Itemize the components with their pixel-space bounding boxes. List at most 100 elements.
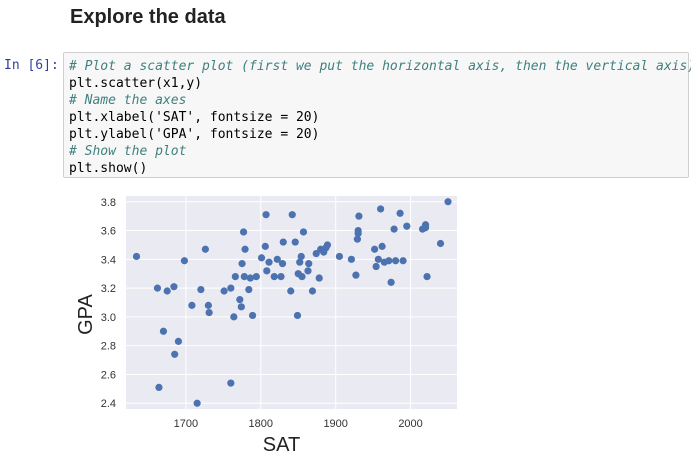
scatter-point [230, 313, 238, 321]
scatter-point [323, 241, 332, 249]
scatter-point [444, 198, 452, 206]
notebook-heading: Explore the data [70, 6, 226, 28]
scatter-point [399, 257, 407, 265]
scatter-point [371, 245, 379, 253]
scatter-point [277, 272, 285, 281]
x-tick-label: 1700 [174, 418, 198, 430]
scatter-point [261, 242, 269, 250]
x-tick-label: 1900 [323, 418, 347, 430]
code-comment-line: # Name the axes [69, 93, 187, 108]
scatter-point [245, 285, 253, 294]
y-tick-label: 3.0 [101, 312, 116, 324]
y-tick-label: 2.4 [101, 398, 116, 410]
y-tick-label: 3.6 [101, 226, 116, 238]
scatter-point [236, 296, 244, 304]
scatter-point [335, 252, 344, 261]
scatter-point [385, 257, 393, 265]
scatter-point [163, 287, 171, 295]
plot-area [126, 196, 457, 409]
scatter-point [312, 249, 320, 258]
scatter-point [174, 337, 183, 345]
scatter-point [204, 301, 212, 309]
scatter-point [220, 287, 228, 295]
code-line: plt.scatter(x1,y) [69, 76, 203, 91]
x-tick-label: 2000 [398, 418, 422, 430]
scatter-point [377, 205, 385, 213]
scatter-point [227, 284, 235, 292]
code-comment-line: # Show the plot [69, 144, 187, 159]
scatter-point [296, 258, 304, 266]
scatter-point [347, 255, 356, 263]
scatter-point [390, 225, 398, 233]
scatter-point [237, 303, 245, 311]
scatter-plot-svg: 1700 1800 1900 2000 2.4 2.6 2.8 3.0 3.2 3.4 3.6 3.8… [75, 196, 457, 456]
scatter-point [354, 226, 362, 235]
y-tick-label: 3.2 [101, 283, 116, 295]
scatter-point [270, 272, 278, 281]
scatter-point [241, 245, 249, 253]
scatter-point [238, 260, 246, 268]
scatter-point [298, 272, 306, 281]
code-line: plt.ylabel('GPA', fontsize = 20) [69, 127, 320, 142]
cell-prompt: In [6]: [4, 58, 59, 73]
scatter-point [421, 224, 430, 232]
scatter-point [374, 255, 382, 263]
y-axis-label: GPA [75, 293, 97, 334]
scatter-point [403, 222, 411, 230]
scatter-point [387, 278, 395, 286]
code-cell[interactable]: # Plot a scatter plot (first we put the … [63, 52, 691, 178]
scatter-chart: 1700 1800 1900 2000 2.4 2.6 2.8 3.0 3.2 3.4 3.6 3.8… [68, 188, 468, 456]
code-line: plt.xlabel('SAT', fontsize = 20) [69, 110, 320, 125]
scatter-point [299, 228, 308, 236]
code-comment-line: # Plot a scatter plot (first we put the … [69, 59, 691, 74]
scatter-point [180, 257, 189, 265]
scatter-point [436, 239, 445, 248]
scatter-point [353, 235, 362, 243]
scatter-point [227, 379, 235, 387]
scatter-point [305, 260, 313, 268]
scatter-point [396, 209, 404, 217]
scatter-point [278, 260, 287, 268]
scatter-point [193, 399, 201, 407]
x-tick-label: 1800 [249, 418, 273, 430]
scatter-point [188, 301, 196, 309]
scatter-point [265, 258, 273, 266]
scatter-point [288, 211, 296, 219]
scatter-point [155, 383, 163, 392]
scatter-point [205, 308, 213, 317]
scatter-point [287, 287, 295, 295]
y-tick-label: 2.8 [101, 341, 116, 353]
scatter-point [252, 272, 260, 281]
scatter-point [378, 242, 386, 250]
scatter-point [355, 212, 363, 220]
scatter-point [201, 245, 209, 253]
scatter-point [315, 274, 323, 282]
scatter-point [170, 283, 178, 291]
scatter-point [263, 267, 271, 275]
scatter-point [352, 271, 360, 279]
scatter-point [423, 272, 431, 281]
scatter-point [273, 255, 281, 263]
scatter-point [239, 228, 248, 236]
scatter-point [197, 285, 205, 294]
scatter-point [171, 350, 179, 358]
scatter-point [248, 311, 257, 320]
scatter-point [391, 257, 400, 265]
scatter-point [297, 252, 305, 261]
scatter-point [291, 238, 299, 246]
scatter-point [293, 311, 302, 320]
x-axis-label: SAT [263, 434, 300, 456]
y-tick-label: 2.6 [101, 369, 116, 381]
scatter-point [240, 272, 248, 281]
y-tick-label: 3.4 [101, 254, 116, 266]
scatter-point [153, 284, 162, 292]
scatter-point [372, 262, 380, 271]
scatter-point [257, 254, 266, 262]
scatter-point [308, 287, 317, 295]
scatter-point [159, 327, 168, 335]
scatter-point [279, 238, 287, 246]
y-tick-label: 3.8 [101, 197, 116, 209]
scatter-point [304, 267, 312, 275]
scatter-point [262, 211, 270, 219]
scatter-point [231, 272, 239, 281]
